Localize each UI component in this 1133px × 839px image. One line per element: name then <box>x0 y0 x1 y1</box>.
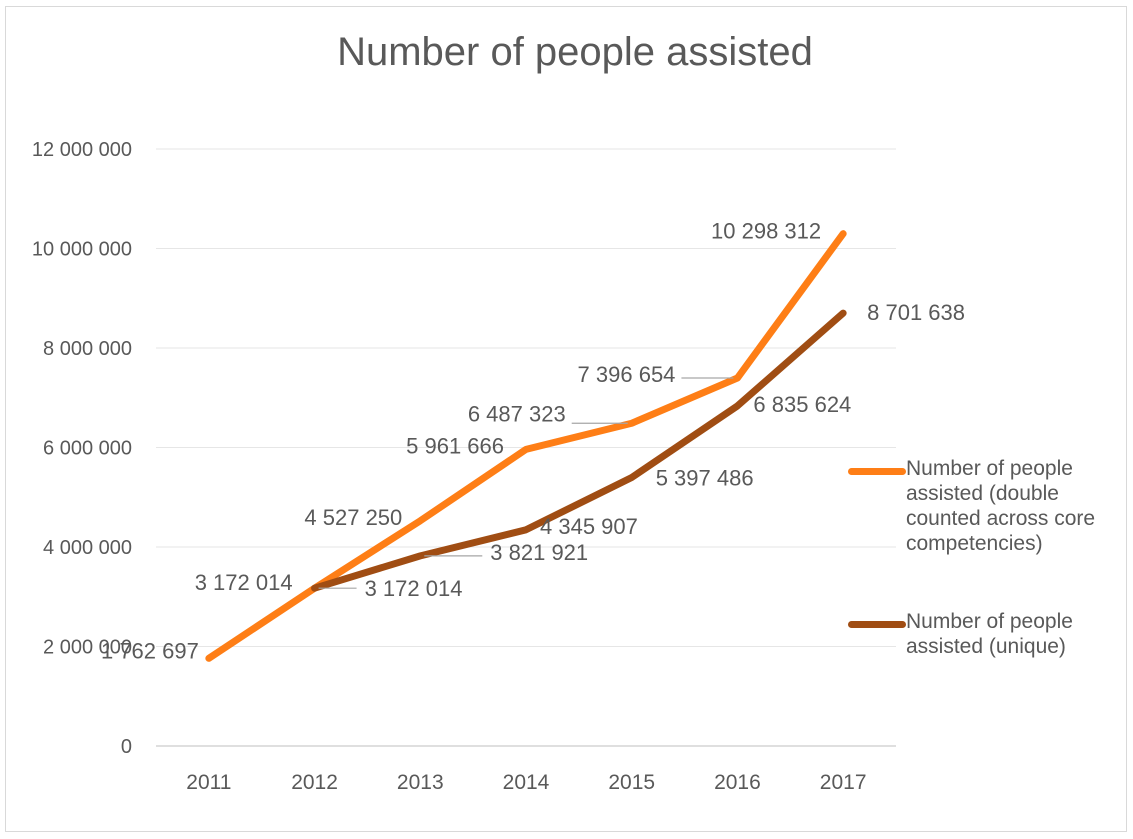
y-tick-label: 6 000 000 <box>43 438 132 460</box>
data-labels: 1 762 697 3 172 014 4 527 250 5 961 666 6 48… <box>101 219 965 664</box>
x-tick-label: 2015 <box>608 771 655 794</box>
series-line-2 <box>311 309 847 592</box>
chart-title: Number of people assisted <box>337 30 813 74</box>
legend-label: Number of people assisted (double counte… <box>906 457 1096 555</box>
data-label: 3 172 014 <box>365 576 463 601</box>
axes: 0 2 000 000 4 000 000 6 000 000 8 000 000 10 … <box>32 139 867 794</box>
data-label: 3 821 921 <box>490 540 588 565</box>
data-label: 10 298 312 <box>711 219 821 244</box>
x-tick-label: 2014 <box>503 771 550 794</box>
x-tick-label: 2017 <box>820 771 867 794</box>
data-label: 1 762 697 <box>101 638 199 663</box>
y-tick-label: 12 000 000 <box>32 139 132 161</box>
data-label: 8 701 638 <box>867 300 965 325</box>
x-tick-label: 2013 <box>397 771 444 794</box>
legend-swatch <box>848 468 906 475</box>
data-label: 7 396 654 <box>578 362 676 387</box>
y-tick-label: 10 000 000 <box>32 239 132 261</box>
legend-item-double-counted: Number of people assisted (double counte… <box>848 456 1133 556</box>
data-label: 5 961 666 <box>406 433 504 458</box>
legend-swatch <box>848 621 906 628</box>
series-lines <box>205 230 847 662</box>
series-line-1 <box>205 230 847 662</box>
data-label: 6 835 624 <box>753 392 851 417</box>
chart-frame <box>5 6 1127 832</box>
y-tick-label: 4 000 000 <box>43 537 132 559</box>
x-tick-label: 2012 <box>291 771 338 794</box>
data-label: 4 345 907 <box>540 514 638 539</box>
data-label: 5 397 486 <box>656 465 754 490</box>
y-tick-label: 0 <box>121 736 132 758</box>
data-label: 6 487 323 <box>468 401 566 426</box>
data-label: 3 172 014 <box>195 570 293 595</box>
label-leader-lines <box>318 377 734 589</box>
legend-item-unique: Number of people assisted (unique) <box>848 609 1133 659</box>
y-tick-label: 2 000 000 <box>43 637 132 659</box>
x-tick-label: 2011 <box>186 771 231 794</box>
y-tick-label: 8 000 000 <box>43 338 132 360</box>
gridlines <box>156 148 896 747</box>
legend-label: Number of people assisted (unique) <box>906 610 1073 658</box>
data-label: 4 527 250 <box>304 505 402 530</box>
x-tick-label: 2016 <box>714 771 761 794</box>
